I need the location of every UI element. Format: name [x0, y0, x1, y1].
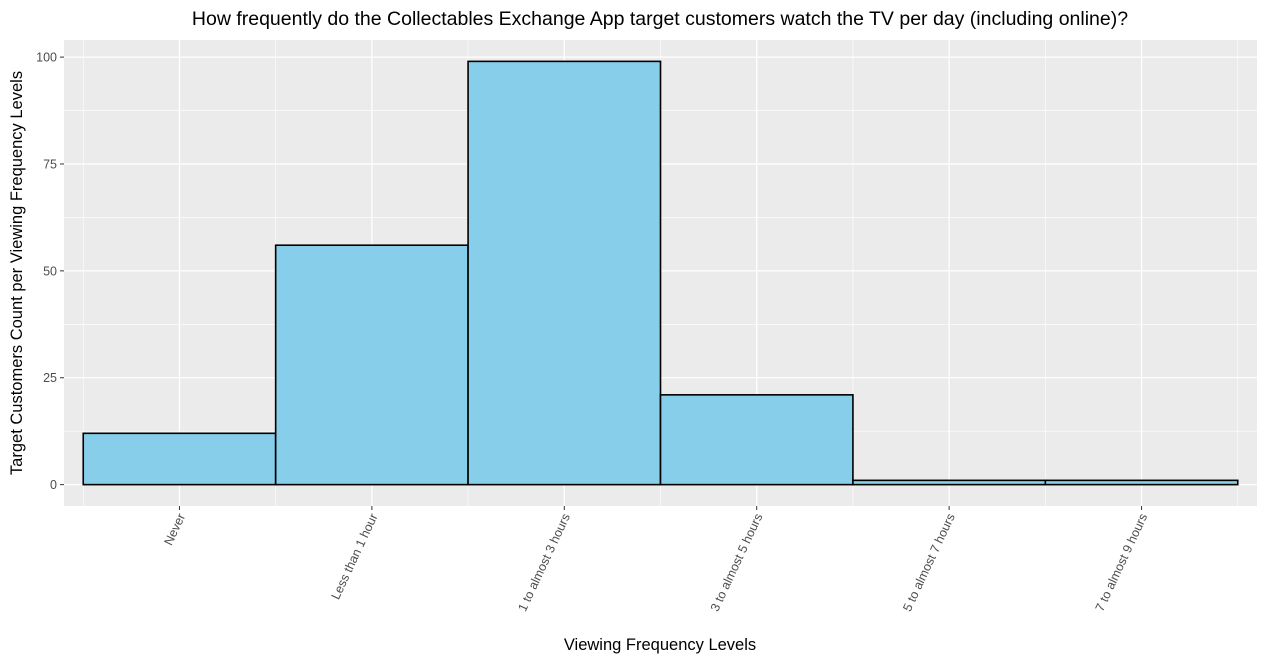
- x-axis: Never Less than 1 hour 1 to almost 3 hours…: [161, 506, 1150, 614]
- bar: [274, 244, 469, 486]
- x-tick-label: Never: [161, 511, 188, 547]
- bars: [82, 60, 1239, 486]
- x-tick-label: 7 to almost 9 hours: [1093, 511, 1151, 613]
- bar: [852, 479, 1047, 486]
- y-axis-title: Target Customers Count per Viewing Frequ…: [8, 71, 26, 475]
- bar: [659, 394, 854, 486]
- bar: [467, 60, 662, 486]
- y-tick-label: 100: [36, 51, 57, 65]
- y-axis: 0 25 50 75 100: [36, 51, 64, 492]
- x-tick-label: 3 to almost 5 hours: [708, 511, 766, 613]
- y-tick-label: 25: [43, 371, 57, 385]
- y-tick-label: 75: [43, 157, 57, 171]
- chart-title: How frequently do the Collectables Excha…: [192, 8, 1128, 30]
- bar: [1044, 479, 1239, 486]
- x-tick-label: 1 to almost 3 hours: [515, 511, 573, 613]
- x-axis-title: Viewing Frequency Levels: [564, 636, 756, 654]
- x-tick-label: Less than 1 hour: [329, 511, 381, 601]
- bar: [82, 432, 277, 486]
- y-tick-label: 50: [43, 264, 57, 278]
- x-tick-label: 5 to almost 7 hours: [900, 511, 958, 613]
- y-tick-label: 0: [50, 478, 57, 492]
